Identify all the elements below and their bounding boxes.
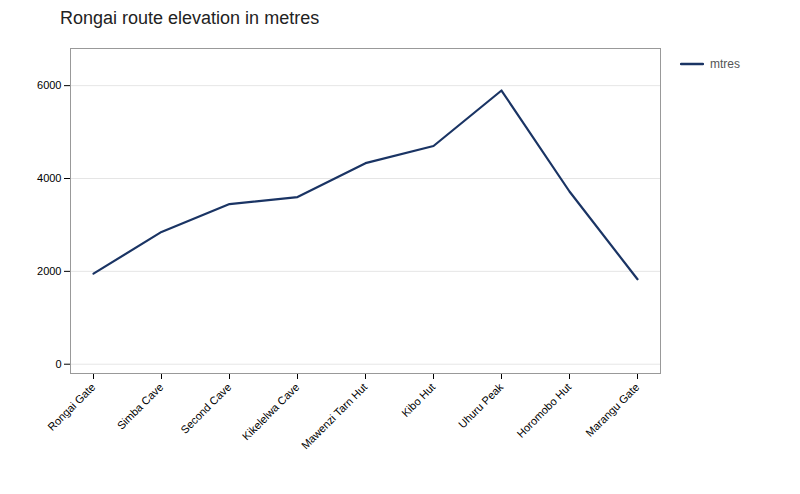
svg-text:Uhuru Peak: Uhuru Peak [456, 380, 506, 430]
svg-text:6000: 6000 [37, 79, 61, 91]
svg-text:Rongai Gate: Rongai Gate [45, 381, 97, 433]
svg-text:Simba Cave: Simba Cave [115, 381, 166, 432]
svg-text:0: 0 [55, 358, 61, 370]
svg-text:Kibo Hut: Kibo Hut [399, 381, 437, 419]
svg-text:Horomobo Hut: Horomobo Hut [514, 381, 573, 440]
svg-text:Mawenzi Tarn Hut: Mawenzi Tarn Hut [299, 381, 370, 452]
html-text:mtres: mtres [710, 57, 740, 71]
html-text:Rongai route elevation in metr: Rongai route elevation in metres [60, 8, 320, 28]
svg-text:4000: 4000 [37, 172, 61, 184]
svg-text:Kikelelwa Cave: Kikelelwa Cave [240, 381, 302, 443]
svg-text:2000: 2000 [37, 265, 61, 277]
svg-text:Second Cave: Second Cave [178, 381, 233, 436]
svg-text:Marangu Gate: Marangu Gate [583, 381, 641, 439]
